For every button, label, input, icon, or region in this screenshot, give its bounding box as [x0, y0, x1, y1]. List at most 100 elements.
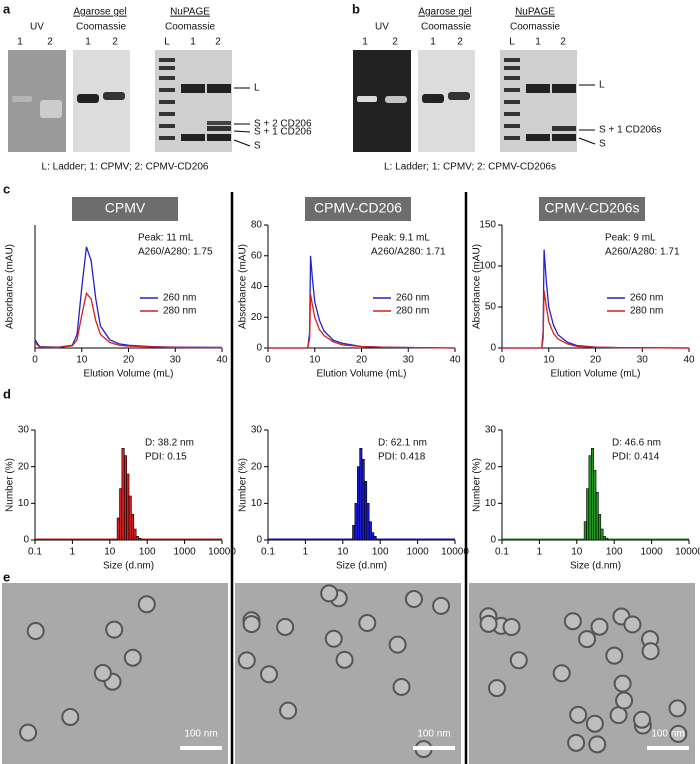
label: 10	[251, 498, 263, 509]
label: 1	[17, 37, 23, 48]
gel-band	[181, 84, 205, 93]
gel-band	[357, 96, 377, 102]
label: Peak: 11 mL	[138, 233, 194, 244]
label: 10	[337, 547, 349, 558]
bar	[593, 470, 597, 541]
gel-band	[181, 134, 205, 141]
bar	[123, 455, 127, 541]
label: 10	[104, 547, 116, 558]
tem-image	[469, 583, 695, 764]
gel-band	[552, 134, 576, 141]
line	[502, 290, 690, 349]
particle	[335, 650, 354, 669]
label: 30	[637, 355, 649, 366]
ladder-band	[159, 58, 175, 62]
label: 40	[216, 355, 228, 366]
bar	[371, 532, 375, 541]
label: 10	[18, 498, 30, 509]
label: 20	[485, 461, 497, 472]
particle	[502, 618, 521, 637]
label: 0.1	[495, 547, 509, 558]
label: Coomassie	[421, 22, 471, 33]
label: 10000	[208, 547, 236, 558]
particle	[552, 664, 571, 683]
label: 1000	[406, 547, 429, 558]
label: 50	[485, 302, 497, 313]
label: S + 2 CD206	[254, 119, 312, 130]
label: 280 nm	[396, 306, 429, 317]
ladder-band	[504, 112, 520, 116]
label: Number (%)	[472, 458, 483, 512]
particle	[567, 733, 586, 752]
bar	[119, 488, 123, 541]
label: NuPAGE	[170, 7, 210, 18]
label: 60	[251, 250, 263, 261]
label: 20	[251, 461, 263, 472]
label: Absorbance (mAU)	[472, 244, 483, 329]
bar	[116, 517, 120, 541]
particle	[324, 629, 343, 648]
label: 0.1	[261, 547, 275, 558]
gel-band	[40, 100, 62, 118]
title-box	[539, 197, 645, 221]
label: 0	[256, 535, 262, 546]
bar	[354, 503, 358, 541]
bar	[121, 448, 125, 541]
gel-band	[207, 121, 231, 125]
bar	[373, 536, 377, 541]
label: 280 nm	[630, 306, 663, 317]
particle	[279, 701, 298, 720]
particle	[641, 642, 660, 661]
label: 100	[606, 547, 623, 558]
particle	[623, 615, 642, 634]
particle	[320, 584, 339, 603]
label: A260/A280: 1.75	[138, 247, 213, 258]
gel-band	[552, 126, 576, 131]
ladder-band	[159, 100, 175, 104]
bar	[361, 459, 365, 541]
ladder-band	[159, 124, 175, 128]
particle	[388, 635, 407, 654]
label: D: 46.6 nm	[612, 438, 661, 449]
label: d	[3, 386, 11, 401]
particle	[569, 705, 588, 724]
band-pointer	[233, 130, 251, 133]
label: Elution Volume (mL)	[83, 369, 173, 380]
label: 30	[485, 425, 497, 436]
label: A260/A280: 1.71	[371, 247, 446, 258]
label: 1	[537, 547, 543, 558]
gel-band	[12, 96, 32, 102]
particle	[509, 651, 528, 670]
gel-band	[448, 92, 470, 100]
particle	[93, 664, 112, 683]
label: 1	[430, 37, 436, 48]
label: 10	[309, 355, 321, 366]
ladder-band	[504, 88, 520, 92]
label: Coomassie	[510, 22, 560, 33]
label: NuPAGE	[515, 7, 555, 18]
ladder-band	[159, 136, 175, 140]
label: D: 38.2 nm	[145, 438, 194, 449]
label: S	[254, 141, 261, 152]
label: L	[254, 83, 260, 94]
particle	[563, 612, 582, 631]
band-pointer	[233, 139, 251, 147]
particle	[588, 735, 607, 754]
label: 30	[403, 355, 415, 366]
label: 2	[215, 37, 221, 48]
label: 10000	[441, 547, 469, 558]
label: 40	[251, 281, 263, 292]
label: Size (d.nm)	[103, 561, 154, 572]
gel-band	[526, 134, 550, 141]
bar	[356, 466, 360, 541]
label: 0	[490, 535, 496, 546]
particle	[605, 646, 624, 665]
label: L: Ladder; 1: CPMV; 2: CPMV-CD206s	[384, 162, 556, 173]
particle	[585, 714, 604, 733]
label: CPMV	[105, 200, 146, 216]
label: 280 nm	[163, 306, 196, 317]
bar	[605, 537, 609, 541]
label: 2	[392, 37, 398, 48]
label: Elution Volume (mL)	[316, 369, 406, 380]
